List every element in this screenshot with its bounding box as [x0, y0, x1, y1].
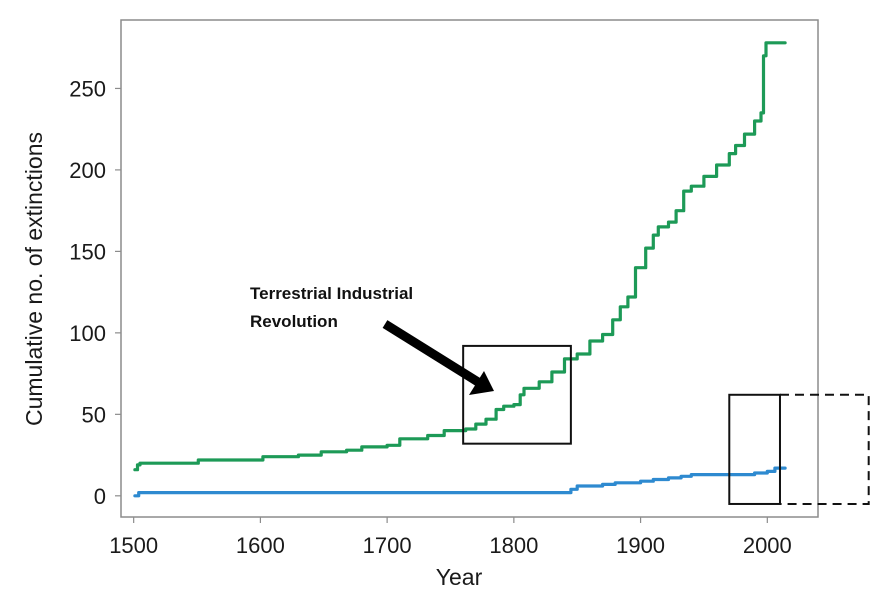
series-line-0	[133, 41, 787, 472]
y-tick-label: 0	[94, 484, 106, 509]
y-tick-label: 150	[69, 239, 106, 264]
x-tick-label: 1900	[616, 533, 665, 558]
y-axis: 0 50 100 150 200 250	[69, 76, 121, 509]
y-tick-label: 50	[82, 402, 106, 427]
x-axis-title: Year	[436, 564, 483, 590]
y-tick-label: 200	[69, 158, 106, 183]
x-tick-label: 2000	[743, 533, 792, 558]
series-line-1	[133, 466, 787, 498]
y-tick-label: 100	[69, 321, 106, 346]
x-tick-label: 1500	[109, 533, 158, 558]
x-tick-label: 1600	[236, 533, 285, 558]
x-tick-label: 1800	[489, 533, 538, 558]
highlight-box-0	[462, 344, 572, 445]
x-tick-label: 1700	[363, 533, 412, 558]
y-tick-label: 250	[69, 76, 106, 101]
annotation-line-2: Revolution	[250, 312, 338, 331]
highlight-boxes	[462, 344, 870, 505]
series-group	[133, 41, 787, 498]
annotation-line-1: Terrestrial Industrial	[250, 284, 413, 303]
annotation-arrow-shaft	[382, 320, 481, 386]
x-axis: 1500 1600 1700 1800 1900 2000	[109, 517, 792, 558]
annotation-label: Terrestrial Industrial Revolution	[250, 284, 418, 331]
plot-frame	[120, 19, 819, 518]
highlight-box-dashed	[779, 393, 870, 505]
y-axis-title: Cumulative no. of extinctions	[21, 132, 47, 426]
highlight-box-1	[728, 393, 781, 505]
annotation-arrow-head	[469, 371, 494, 395]
